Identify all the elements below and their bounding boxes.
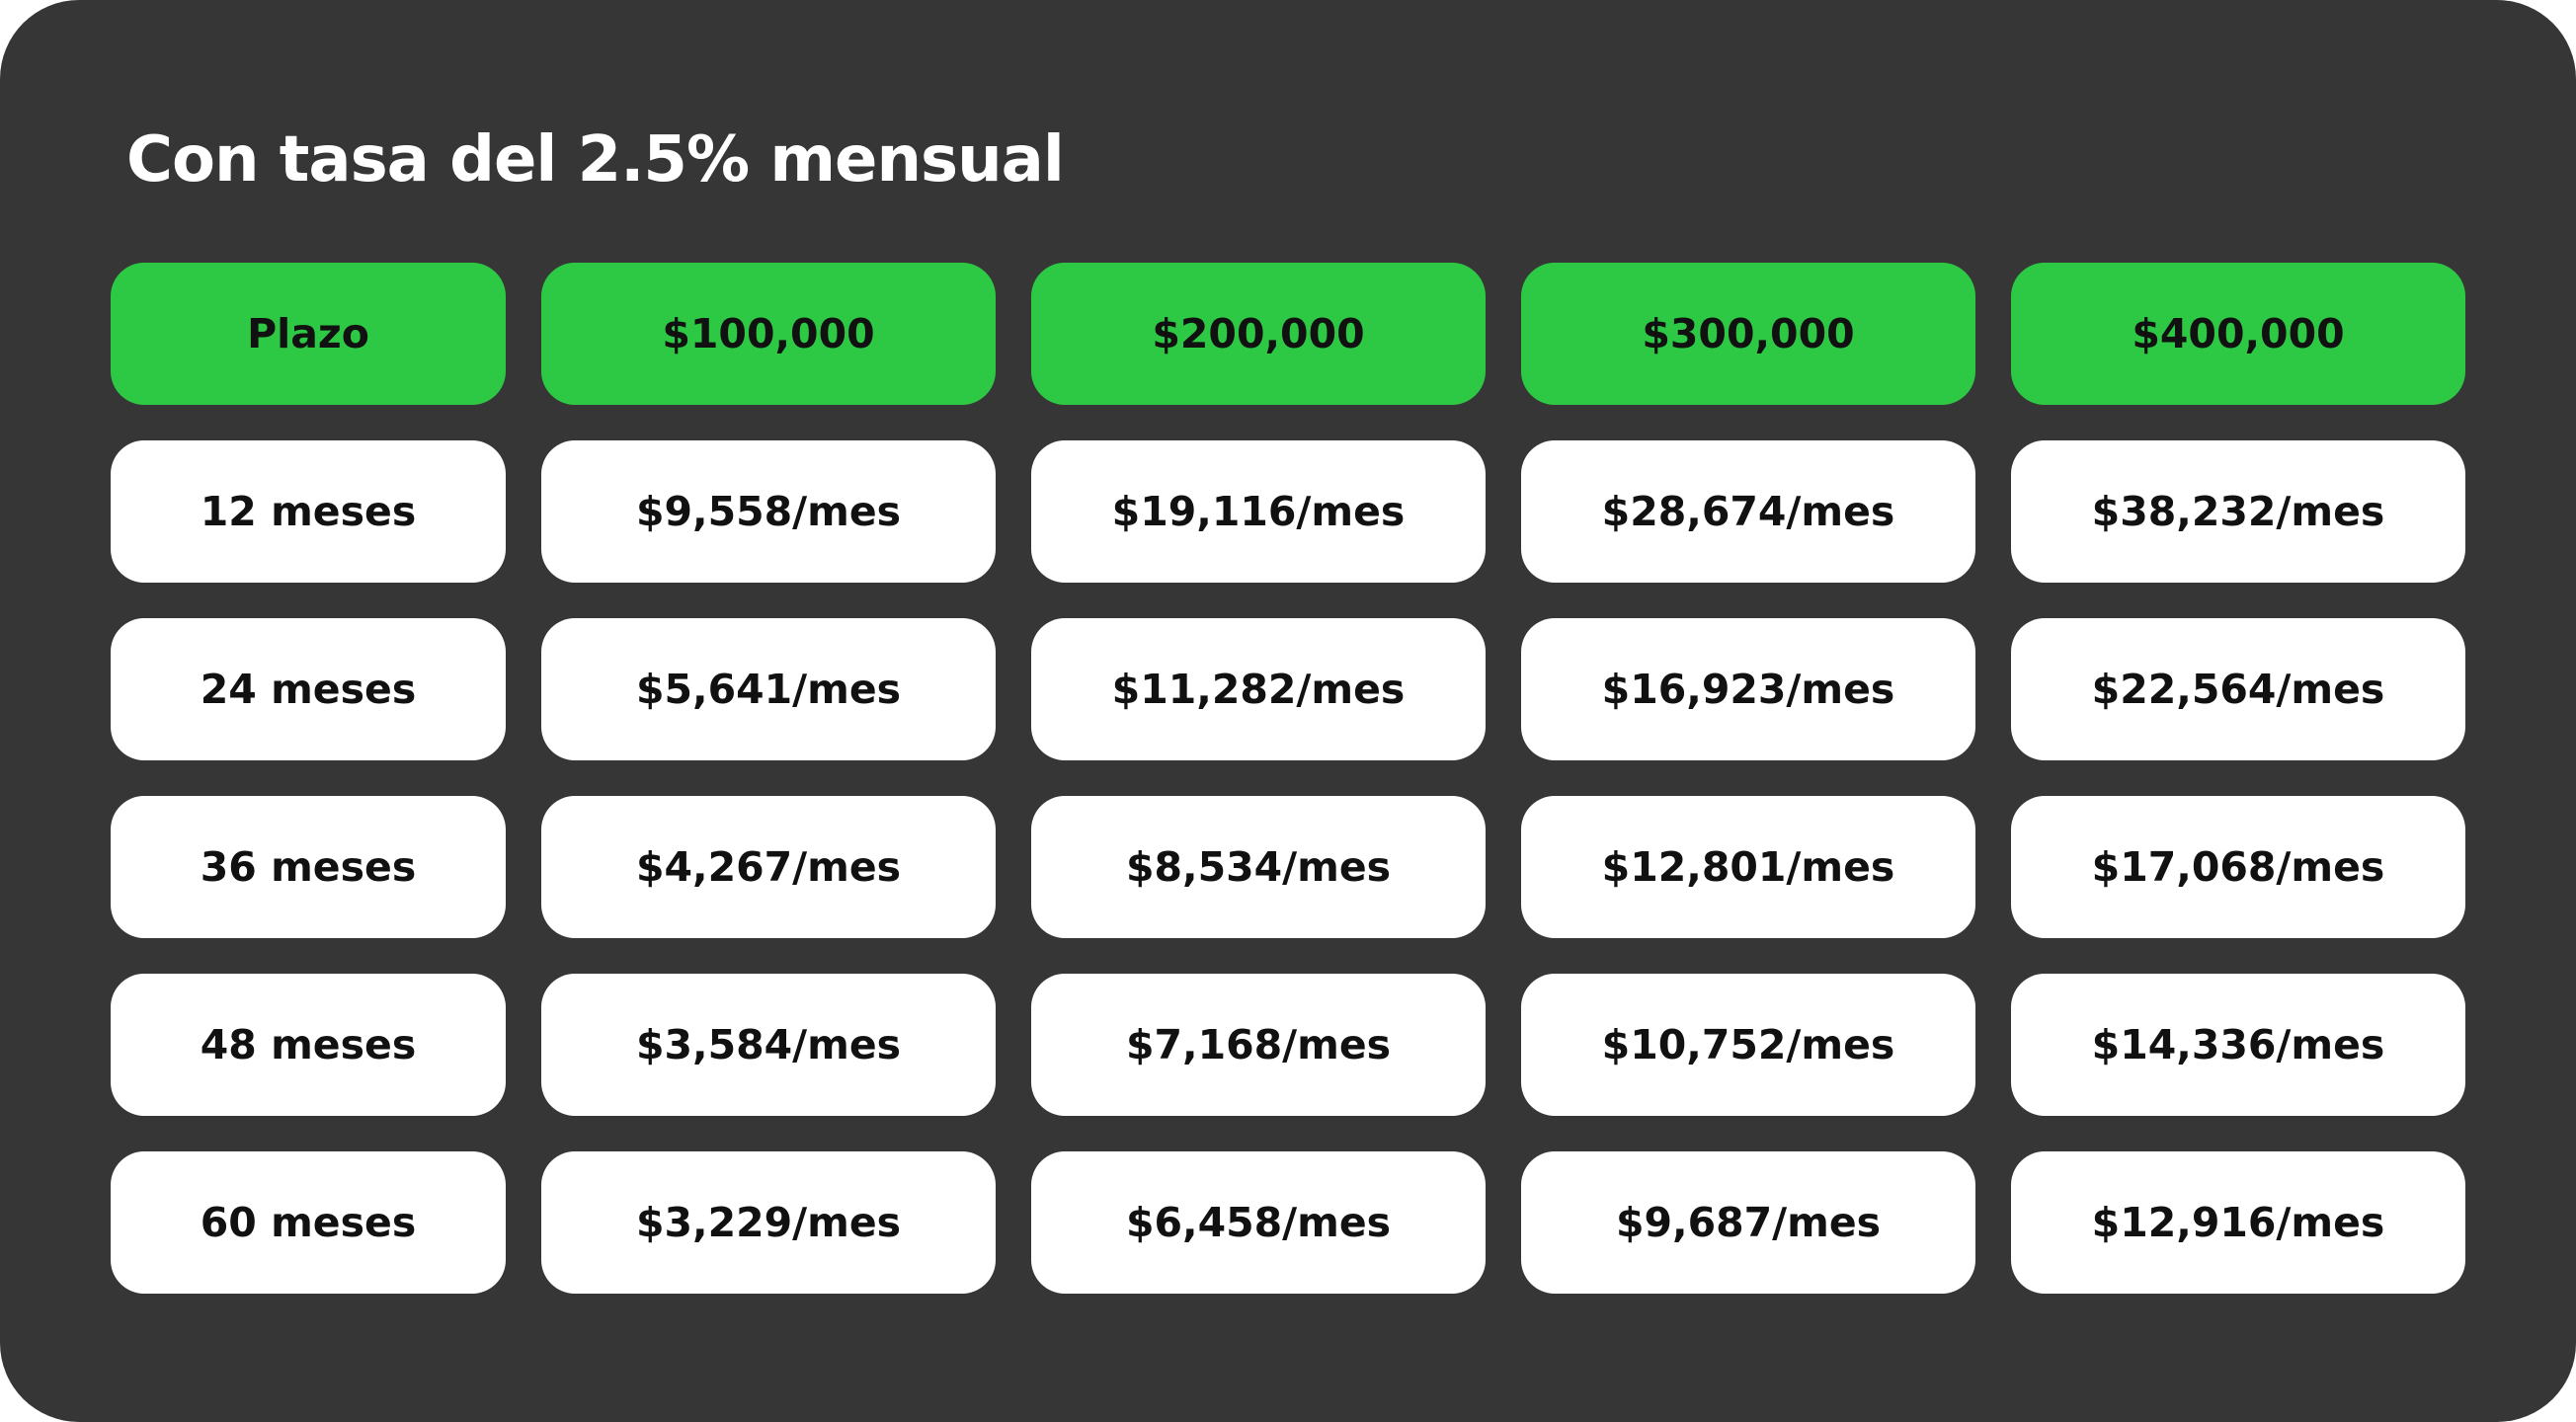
payment-cell: $9,558/mes	[541, 440, 996, 583]
term-cell: 60 meses	[111, 1151, 506, 1294]
payment-cell: $8,534/mes	[1031, 796, 1486, 938]
term-cell: 12 meses	[111, 440, 506, 583]
payment-cell: $28,674/mes	[1521, 440, 1975, 583]
payment-cell: $19,116/mes	[1031, 440, 1486, 583]
payment-cell: $17,068/mes	[2011, 796, 2465, 938]
payment-cell: $22,564/mes	[2011, 618, 2465, 760]
payment-cell: $6,458/mes	[1031, 1151, 1486, 1294]
payment-cell: $14,336/mes	[2011, 974, 2465, 1116]
payment-cell: $12,801/mes	[1521, 796, 1975, 938]
payment-cell: $7,168/mes	[1031, 974, 1486, 1116]
payment-cell: $10,752/mes	[1521, 974, 1975, 1116]
payment-cell: $16,923/mes	[1521, 618, 1975, 760]
header-amount-200000: $200,000	[1031, 263, 1486, 405]
payment-cell: $5,641/mes	[541, 618, 996, 760]
header-plazo: Plazo	[111, 263, 506, 405]
payment-cell: $9,687/mes	[1521, 1151, 1975, 1294]
payment-cell: $3,584/mes	[541, 974, 996, 1116]
payment-cell: $11,282/mes	[1031, 618, 1486, 760]
payment-cell: $38,232/mes	[2011, 440, 2465, 583]
header-amount-300000: $300,000	[1521, 263, 1975, 405]
payment-cell: $4,267/mes	[541, 796, 996, 938]
term-cell: 48 meses	[111, 974, 506, 1116]
payment-cell: $12,916/mes	[2011, 1151, 2465, 1294]
header-amount-400000: $400,000	[2011, 263, 2465, 405]
header-amount-100000: $100,000	[541, 263, 996, 405]
term-cell: 24 meses	[111, 618, 506, 760]
payment-table: Plazo $100,000 $200,000 $300,000 $400,00…	[111, 263, 2465, 1294]
payment-cell: $3,229/mes	[541, 1151, 996, 1294]
term-cell: 36 meses	[111, 796, 506, 938]
page-title: Con tasa del 2.5% mensual	[126, 123, 1065, 197]
